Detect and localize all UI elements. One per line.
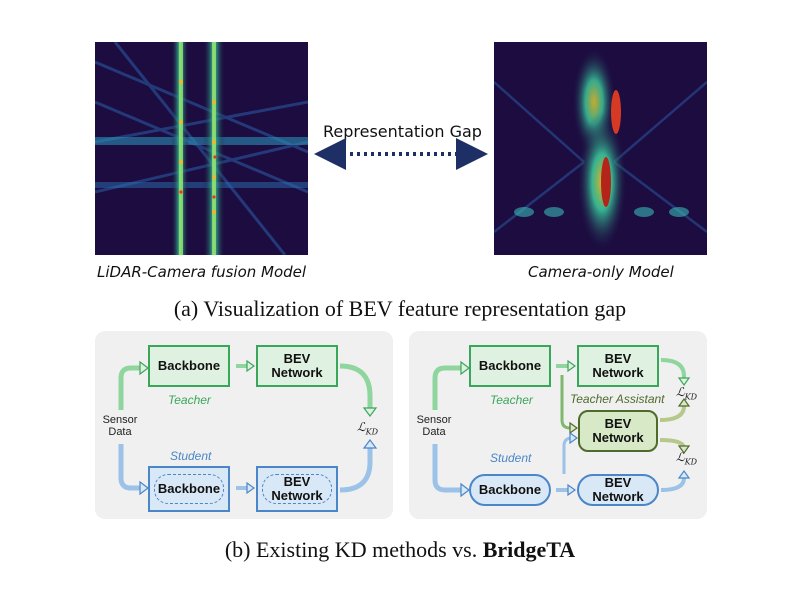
left-student-bev-network: BEV Network xyxy=(256,466,338,512)
right-kd-loss-bottom: ℒKD xyxy=(676,450,698,467)
caption-a: (a) Visualization of BEV feature represe… xyxy=(173,296,627,321)
right-kd-loss-top: ℒKD xyxy=(676,385,698,402)
teacher-assistant-label: Teacher Assistant xyxy=(570,392,665,406)
camera-only-heatmap xyxy=(494,42,707,255)
left-sensor-data: Sensor Data xyxy=(102,414,138,438)
lidar-camera-label: LiDAR-Camera fusion Model xyxy=(97,263,307,281)
left-teacher-bev-network: BEV Network xyxy=(256,345,338,387)
teacher-assistant-bev-network: BEV Network xyxy=(578,410,658,452)
right-sensor-data: Sensor Data xyxy=(416,414,452,438)
right-teacher-backbone: Backbone xyxy=(469,345,551,387)
camera-only-label: Camera-only Model xyxy=(528,263,674,281)
left-student-label: Student xyxy=(170,449,212,463)
right-teacher-label: Teacher xyxy=(490,393,533,407)
right-student-label: Student xyxy=(490,451,532,465)
representation-gap-label: Representation Gap xyxy=(323,122,482,141)
left-teacher-label: Teacher xyxy=(168,393,211,407)
right-student-backbone: Backbone xyxy=(469,474,551,506)
lidar-camera-heatmap xyxy=(95,42,308,255)
left-kd-loss: ℒKD xyxy=(357,420,379,437)
caption-b: (b) Existing KD methods vs. BridgeTA xyxy=(224,537,576,562)
right-teacher-bev-network: BEV Network xyxy=(577,345,659,387)
left-teacher-backbone: Backbone xyxy=(148,345,230,387)
left-student-backbone: Backbone xyxy=(148,466,230,512)
right-student-bev-network: BEV Network xyxy=(577,474,659,506)
